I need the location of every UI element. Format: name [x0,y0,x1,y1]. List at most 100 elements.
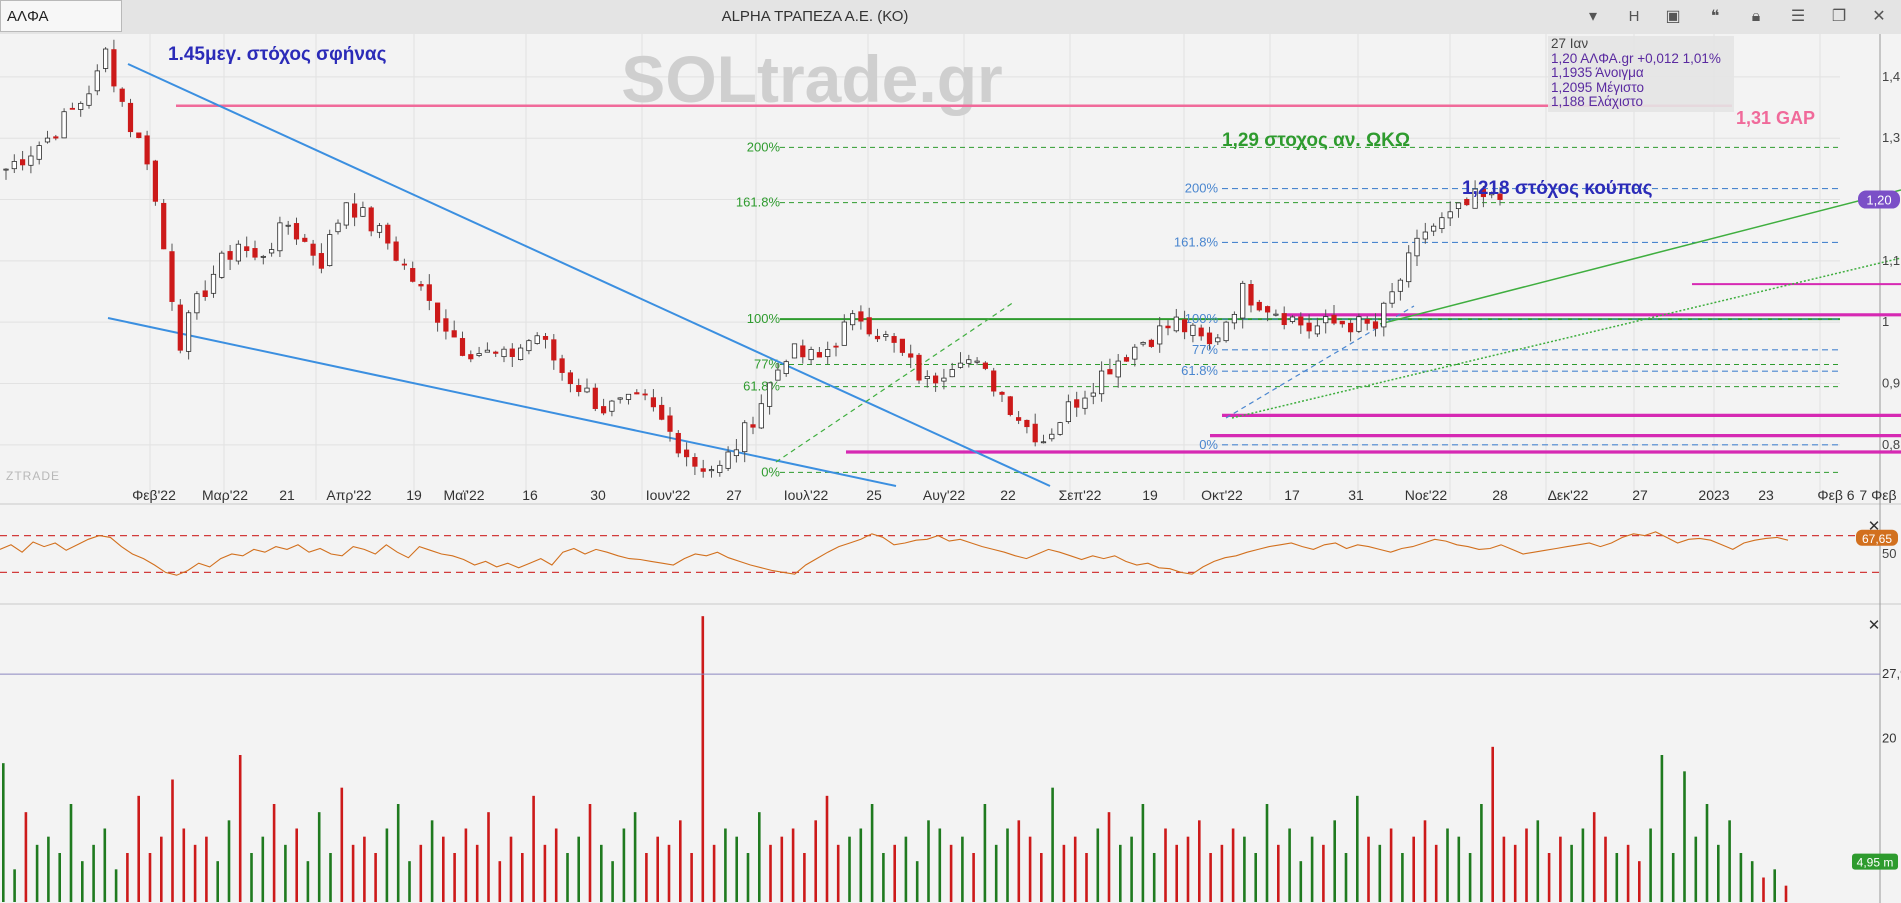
candle [434,302,441,323]
candle [1497,193,1503,200]
volume-bar [2,763,5,902]
volume-bar [904,836,908,902]
candle [53,136,59,139]
info-last: 1,20 ΑΛΦΑ.gr +0,012 1,01% [1551,50,1721,66]
restore-icon[interactable]: ❐ [1831,8,1847,25]
volume-bar [1502,836,1506,902]
volume-bar [363,836,366,902]
chevron-down-icon[interactable]: ▾ [1588,8,1598,25]
candle [94,70,100,92]
candle [1431,225,1437,232]
volume-bar [1480,804,1483,902]
candle [509,348,515,357]
candle [1323,316,1329,324]
x-tick-label: 23 [1758,487,1774,503]
candle [750,424,756,428]
volume-bar [577,836,580,902]
candle [1082,397,1088,409]
volume-bar [690,853,693,902]
volume-bar [746,853,750,902]
candle [551,339,557,361]
candle [1364,318,1370,324]
candle [1074,399,1080,408]
chart-canvas[interactable]: SOLtrade.gr ZTRADE 200%161.8%100%77%61.8… [0,34,1901,903]
candle [1049,433,1055,440]
rsi-tag-label: 67,65 [1862,532,1892,546]
volume-bar [1107,812,1111,902]
volume-bar [1570,844,1573,902]
candle [767,382,773,407]
lock-icon[interactable]: 🔒︎ [1751,8,1761,25]
layout-icon[interactable]: ▣ [1665,8,1681,25]
candle [1339,320,1345,325]
x-tick-label: Μαϊ'22 [443,487,484,503]
candle [609,400,615,412]
volume-bar [679,820,682,902]
volume-bar [825,795,829,902]
candle [725,451,731,469]
close-icon[interactable]: ✕ [1872,8,1886,25]
candle [194,293,200,314]
fib-label: 200% [1185,181,1219,196]
volume-bar [69,804,73,902]
x-tick-label: 21 [279,487,295,503]
volume-bar [994,844,998,902]
candle [484,349,491,353]
volume-bar [1333,820,1336,902]
candle [675,432,681,454]
volume-bar [949,844,953,902]
x-tick-label: Μαρ'22 [202,487,248,503]
symbol-input[interactable]: ΑΛΦΑ [0,0,122,32]
candle [111,49,117,87]
volume-bar [171,779,174,902]
volume-bar [1559,836,1562,902]
volume-bar [1660,755,1664,902]
menu-icon[interactable]: ☰ [1790,8,1806,25]
volume-bar [735,836,738,902]
volume-bar [543,844,547,902]
volume-bar [1536,820,1540,902]
info-open: 1,1935 Άνοιγμα [1551,65,1644,80]
volume-bar [521,853,524,902]
fib-label: 100% [1185,311,1219,326]
volume-bar [1006,828,1009,902]
volume-bar [1434,844,1438,902]
volume-bar [1277,844,1280,902]
candle [949,369,955,378]
timeframe-button[interactable]: H [1628,8,1640,25]
volume-bar [1649,828,1652,902]
volume-bar [588,804,592,902]
candle [1348,322,1354,333]
candle [518,347,524,361]
x-tick-label: 25 [866,487,882,503]
volume-bar [1638,861,1641,902]
candle [119,88,125,102]
volume-bar [227,820,231,902]
candle [874,335,881,340]
candle [451,330,457,338]
candle [293,223,300,240]
quote-icon[interactable]: ❝ [1710,8,1720,25]
rsi-y-label: 50 [1882,546,1896,561]
volume-bar [1592,812,1596,902]
candle [393,241,399,261]
candle [86,93,92,106]
candle [1439,217,1445,229]
candle [692,457,698,467]
candle [385,224,391,244]
candle [302,237,308,242]
candle [161,202,167,250]
x-tick-label: Νοε'22 [1405,487,1448,503]
volume-bar [1739,853,1743,902]
candle [974,360,980,363]
volume-bar [836,844,840,902]
volume-bar [295,828,298,902]
volume-bar [1683,771,1686,902]
candle [318,253,325,269]
candle [418,284,424,287]
candle [335,222,341,233]
volume-bar [848,836,851,902]
price-tag-label: 1,20 [1866,193,1891,208]
rsi-tag [1856,529,1898,546]
volume-bar [1581,828,1585,902]
